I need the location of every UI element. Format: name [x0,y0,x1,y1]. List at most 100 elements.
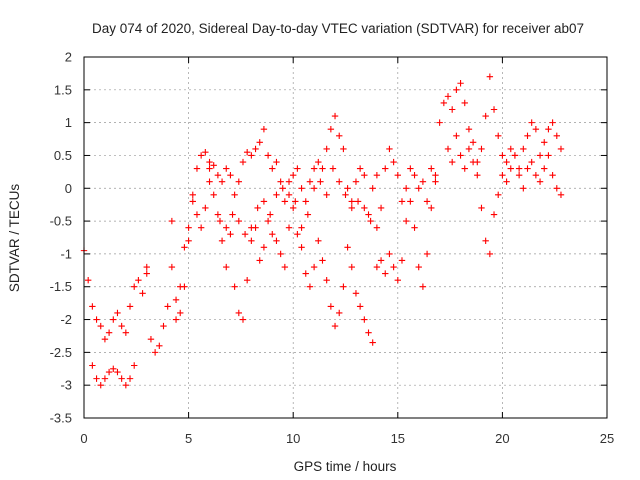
data-point [218,237,226,244]
x-tick-label: 25 [600,431,614,446]
data-point [352,290,360,297]
data-point [210,162,217,169]
x-tick-label: 5 [185,431,192,446]
data-point [423,250,431,258]
data-point [239,316,247,323]
x-tick-label: 20 [495,431,509,446]
data-point [369,185,376,192]
data-point [147,336,155,343]
data-point [266,211,274,218]
data-point [229,211,236,218]
data-point [377,204,385,212]
y-tick-label: -2.5 [50,345,72,360]
data-point [415,185,422,192]
y-tick-label: -3 [60,378,72,393]
data-point [189,198,196,205]
data-point [545,126,552,133]
data-point [344,244,351,251]
data-point [453,86,460,94]
series-group [143,148,213,356]
data-point [336,132,343,139]
data-point [482,237,489,244]
data-point [114,368,121,376]
data-point [298,224,305,231]
data-point [105,329,113,336]
data-point [557,191,565,199]
data-point [495,132,502,139]
data-point [503,158,510,166]
data-point [235,217,243,225]
data-point [177,309,184,317]
data-point [411,224,418,231]
data-point [126,303,134,310]
data-point [520,145,527,153]
series-group [206,112,381,218]
y-tick-label: 1.5 [54,82,72,97]
data-point [135,276,142,284]
data-point [235,309,243,317]
data-point [465,126,473,133]
y-tick-label: -2 [60,312,72,327]
y-tick-label: -0.5 [50,214,72,229]
data-point [84,276,92,284]
series-group [210,165,381,238]
data-point [382,165,389,172]
data-point [214,211,222,218]
data-point [181,283,188,290]
data-point [553,132,560,139]
data-point [536,178,544,185]
data-point [227,231,234,238]
data-point [218,178,226,185]
data-point [361,171,368,179]
data-point [131,362,138,369]
data-point [248,237,255,244]
data-point [252,145,259,153]
data-point [402,185,410,192]
data-point [89,303,96,310]
data-point [131,283,138,290]
data-point [189,191,196,199]
data-point [469,139,477,146]
data-point [181,244,188,251]
data-point [432,178,439,185]
data-point [139,290,146,297]
data-point [264,217,272,225]
data-point [474,171,481,179]
data-point [545,152,552,159]
data-point [394,276,401,284]
tick-layer: 0 5 10 15 20 25 -3.5 -3 -2.5 -2 -1.5 -1 -0.5 0 0.5 1 1.5… [50,50,615,447]
data-point [524,165,531,172]
data-point [541,165,548,172]
data-point [126,375,134,382]
data-point [269,165,276,172]
data-point [292,198,299,205]
series-group [89,362,138,389]
data-point [444,93,452,100]
data-point [348,198,355,205]
data-point [419,283,427,290]
data-point [348,204,355,212]
data-point [515,171,523,179]
data-point [361,204,368,212]
data-point [453,132,460,139]
data-point [319,257,326,264]
data-point [216,217,224,225]
data-point [482,112,489,120]
data-point [490,211,498,218]
data-point [486,73,494,80]
data-point [461,165,468,172]
data-point [448,158,456,166]
data-point [93,316,100,323]
data-point [114,309,121,317]
data-point [151,349,159,356]
data-point [97,381,104,389]
chart-title: Day 074 of 2020, Sidereal Day-to-day VTE… [92,21,584,36]
data-point [331,322,339,330]
data-point [402,217,410,225]
data-point [352,178,360,185]
data-point [306,178,314,185]
data-point [214,171,222,179]
data-point [423,198,431,205]
data-point [386,250,393,258]
